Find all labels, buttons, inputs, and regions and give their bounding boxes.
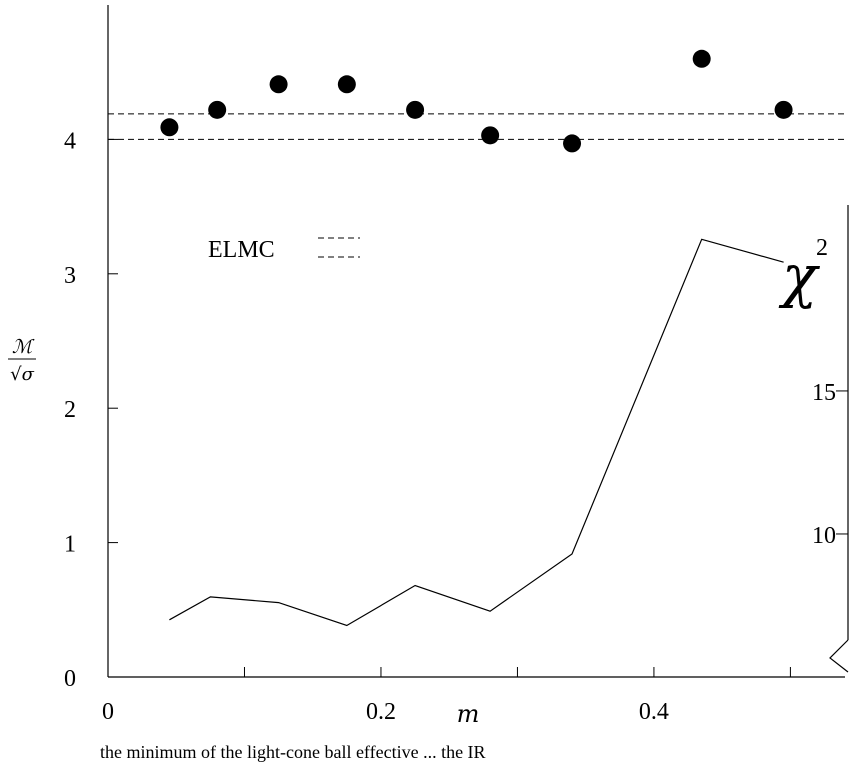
data-point: [406, 100, 425, 119]
secondary-axis: 10 15 χ2: [778, 205, 849, 673]
data-point: [160, 118, 179, 137]
y-tick-label: 0: [64, 666, 76, 692]
legend-label: ELMC: [208, 237, 275, 263]
axis-titles: m ℳ √σ: [8, 336, 479, 728]
data-point: [208, 100, 227, 119]
chi2-line: [169, 238, 784, 627]
data-points: [160, 49, 793, 153]
secondary-tick-label: 10: [812, 523, 836, 549]
secondary-line-series: [169, 238, 784, 627]
data-point: [269, 75, 288, 94]
y-tick-label: 3: [64, 263, 76, 289]
data-point: [481, 126, 500, 145]
axes-frame: [107, 5, 845, 678]
x-tick-label: 0.2: [366, 699, 396, 725]
secondary-axis-title: χ: [778, 242, 820, 310]
y-tick-label: 4: [64, 128, 76, 154]
data-point: [692, 49, 711, 68]
y-tick-label: 2: [64, 397, 76, 423]
x-tick-label: 0: [102, 699, 114, 725]
x-axis-title: m: [457, 700, 480, 728]
y-axis-title-denominator: √σ: [10, 364, 34, 385]
axis-break-mark: [829, 639, 849, 673]
legend: ELMC: [208, 237, 360, 263]
secondary-tick-label: 15: [812, 380, 836, 406]
x-tick-label: 0.4: [639, 699, 669, 725]
data-point: [774, 100, 793, 119]
y-axis-title-numerator: ℳ: [12, 336, 35, 358]
reference-lines: [108, 113, 845, 140]
y-tick-label: 1: [64, 532, 76, 558]
data-point: [337, 75, 356, 94]
secondary-axis-title-superscript: 2: [816, 235, 828, 261]
data-point: [563, 134, 582, 153]
x-axis-ticks: 0 0.2 0.4: [102, 667, 791, 725]
y-axis-ticks: 0 1 2 3 4: [64, 128, 118, 692]
